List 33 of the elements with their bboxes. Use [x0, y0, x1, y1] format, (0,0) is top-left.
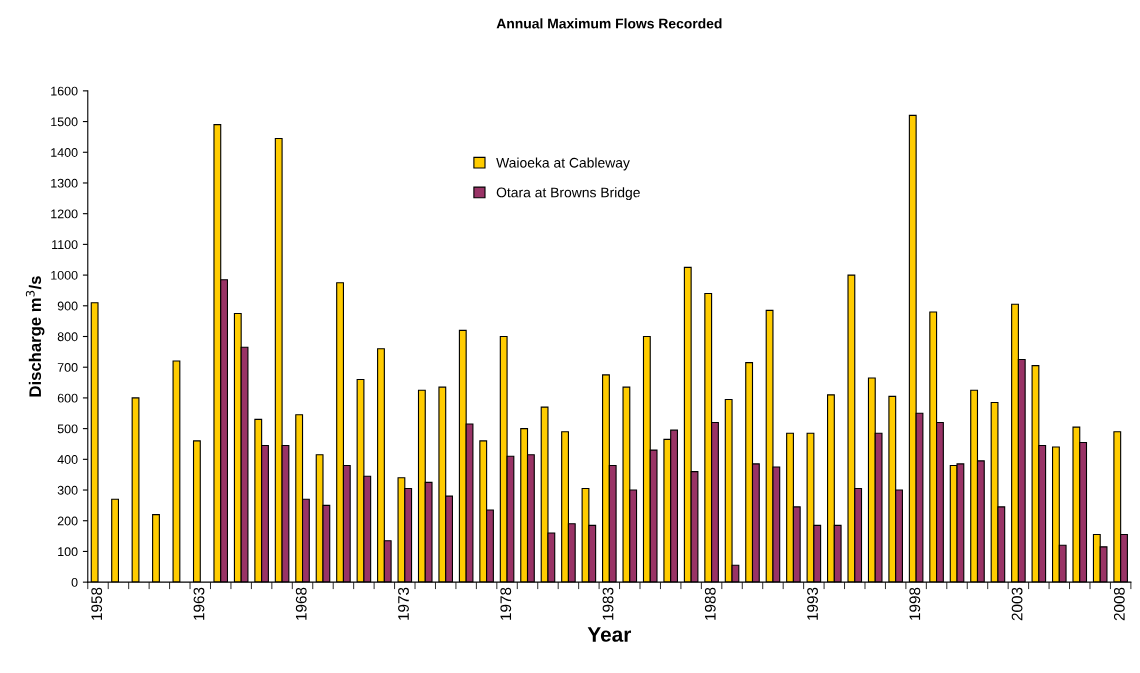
- y-tick-label: 100: [58, 547, 78, 557]
- y-axis-title: Discharge m$^{3}$/s: [25, 276, 45, 397]
- x-tick-label: 1983: [602, 587, 614, 620]
- chart-title: Annual Maximum Flows Recorded: [496, 18, 722, 29]
- y-tick-label: 1400: [51, 148, 78, 157]
- y-tick-label: 500: [57, 424, 78, 434]
- y-tick-label: 400: [57, 455, 78, 464]
- y-tick-label: 1000: [51, 270, 78, 280]
- y-tick-label: 1500: [51, 117, 78, 127]
- y-tick-label: 700: [57, 363, 78, 372]
- y-tick-label: 600: [57, 393, 78, 403]
- x-tick-label: 1993: [807, 587, 818, 620]
- legend-label: Otara at Browns Bridge: [496, 187, 640, 201]
- x-tick-label: 1973: [398, 587, 409, 620]
- x-tick-label: 1978: [500, 587, 512, 620]
- y-tick-label: 200: [57, 516, 78, 526]
- y-tick-label: 1200: [51, 209, 78, 219]
- y-tick-label: 900: [57, 301, 78, 311]
- x-tick-label: 1988: [704, 587, 716, 620]
- x-tick-label: 1963: [193, 587, 205, 620]
- y-tick-label: 1600: [51, 86, 78, 96]
- x-axis-title: Year: [587, 627, 632, 642]
- legend-label: Waioeka at Cableway: [496, 157, 630, 171]
- x-tick-label: 2008: [1113, 587, 1125, 621]
- y-tick-label: 0: [71, 577, 78, 587]
- y-tick-label: 800: [57, 332, 78, 342]
- y-tick-label: 300: [57, 485, 78, 495]
- x-tick-label: 1968: [295, 587, 307, 620]
- y-tick-label: 1100: [52, 240, 78, 250]
- x-tick-label: 2003: [1011, 587, 1023, 621]
- x-tick-label: 1958: [91, 587, 103, 620]
- x-tick-label: 1998: [909, 587, 921, 620]
- y-tick-label: 1300: [51, 178, 78, 188]
